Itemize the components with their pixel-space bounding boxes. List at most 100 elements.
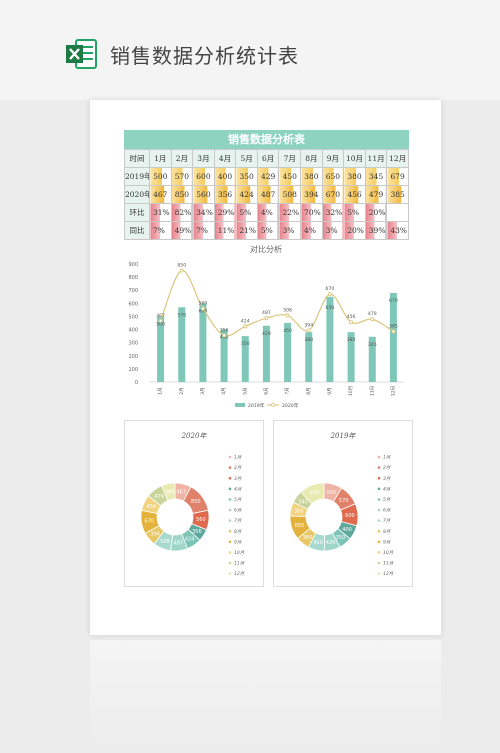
yoy-cell: 3% (278, 221, 302, 240)
mom-cell: 34% (192, 203, 215, 222)
bar-2019 (368, 336, 376, 382)
x-tick-label: 3月 (200, 387, 206, 394)
legend-label: 4月 (234, 486, 242, 492)
slice-data-label: 380 (303, 535, 313, 541)
legend-marker (377, 551, 381, 554)
value-2020-cell: 424 (235, 185, 258, 204)
month-cell: 3月 (192, 149, 215, 168)
y-tick-label: 400 (128, 328, 138, 334)
value-2019-cell: 380 (300, 167, 323, 186)
legend-label-2019: 2019年 (248, 402, 265, 409)
value-2020-cell: 850 (170, 185, 194, 204)
legend-marker (228, 487, 232, 491)
month-cell: 10月 (343, 149, 366, 168)
legend-label: 11月 (234, 561, 245, 567)
yoy-cell: 39% (364, 221, 388, 240)
x-tick-label: 8月 (306, 387, 312, 394)
mom-cell: 22% (278, 203, 302, 222)
y-tick-label: 900 (128, 262, 138, 268)
point-2020 (243, 324, 248, 329)
bar-2019 (199, 303, 207, 382)
yoy-cell: 7% (149, 221, 172, 240)
month-cell: 5月 (235, 149, 258, 168)
point-2020 (370, 317, 375, 322)
month-cell: 6月 (256, 149, 280, 168)
slice-data-label: 560 (196, 517, 206, 523)
value-2020-cell: 479 (364, 185, 388, 204)
legend-label: 2月 (234, 465, 242, 471)
line-2020 (160, 270, 394, 337)
month-cell: 11月 (364, 149, 388, 168)
legend-marker (377, 540, 381, 544)
slice-data-label: 350 (336, 535, 346, 541)
x-tick-label: 2月 (179, 387, 185, 394)
slice-data-label: 429 (326, 540, 336, 546)
point-2020 (179, 268, 184, 273)
mom-cell: 5% (343, 203, 366, 222)
legend-marker (377, 487, 381, 491)
y-tick-label: 300 (128, 341, 138, 347)
value-2020-cell: 356 (213, 185, 237, 204)
slice-data-label: 356 (192, 529, 202, 535)
legend-label: 12月 (234, 571, 245, 577)
comparison-chart: 对比分析 0 100 200 300 400 500 600 700 800 900 500 1月 570… (128, 244, 404, 409)
donut-card-2020: 2020年 467 850 560 356 424 487 508 394 670 456 479 38… (124, 420, 264, 587)
mom-cell: 4% (256, 203, 280, 222)
value-2020-cell: 456 (343, 185, 366, 204)
legend-marker (377, 466, 381, 469)
value-2019-cell: 500 (149, 167, 172, 186)
point-2020 (327, 292, 332, 297)
point-data-label: 467 (156, 313, 165, 319)
y-tick-label: 600 (128, 301, 138, 307)
point-data-label: 424 (241, 318, 250, 324)
value-2019-cell: 600 (192, 167, 215, 186)
slice-data-label: 670 (145, 519, 155, 525)
bar-data-label: 450 (283, 328, 292, 334)
legend-label: 8月 (234, 529, 242, 535)
slice-data-label: 424 (185, 536, 195, 542)
yoy-cell: 3% (321, 221, 345, 240)
bar-data-label: 345 (368, 342, 377, 348)
row-label-2019: 2019年 (124, 167, 150, 186)
yoy-cell: 49% (170, 221, 194, 240)
legend-label: 10月 (383, 550, 394, 556)
slice-data-label: 467 (176, 490, 186, 496)
x-tick-label: 9月 (327, 387, 333, 394)
legend-label-2020: 2020年 (282, 402, 299, 409)
month-cell: 12月 (386, 149, 409, 168)
legend-marker (228, 529, 232, 533)
yoy-cell: 43% (386, 221, 409, 240)
legend-label: 3月 (234, 476, 242, 482)
slice-data-label: 570 (339, 498, 349, 504)
month-cell: 2月 (170, 149, 194, 168)
month-cell: 1月 (149, 149, 172, 168)
value-2019-cell: 429 (256, 167, 280, 186)
legend-marker (377, 519, 381, 522)
point-data-label: 394 (304, 322, 313, 328)
legend-label: 3月 (383, 476, 391, 482)
legend-label: 1月 (234, 455, 242, 461)
mom-cell: 70% (300, 203, 323, 222)
bar-2019 (178, 307, 186, 382)
bar-2019 (157, 316, 165, 382)
point-2020 (222, 333, 227, 338)
bar-2019 (326, 296, 334, 382)
bar-data-label: 650 (326, 305, 335, 311)
slice-data-label: 385 (165, 489, 175, 495)
page-reflection (90, 640, 441, 753)
x-tick-label: 10月 (348, 386, 354, 396)
x-tick-label: 7月 (285, 387, 291, 394)
legend-marker (228, 561, 232, 565)
legend-marker (228, 455, 232, 459)
legend-label: 5月 (383, 497, 391, 503)
legend-label: 4月 (383, 486, 391, 492)
slice-data-label: 345 (298, 499, 308, 505)
donut-title: 2020年 (181, 432, 208, 440)
y-tick-label: 100 (128, 367, 138, 373)
y-tick-label: 700 (128, 288, 138, 294)
slice-data-label: 500 (326, 490, 336, 496)
month-cell: 9月 (321, 149, 345, 168)
bar-2019 (262, 325, 270, 382)
value-2020-cell: 670 (321, 185, 345, 204)
legend-label: 8月 (383, 529, 391, 535)
